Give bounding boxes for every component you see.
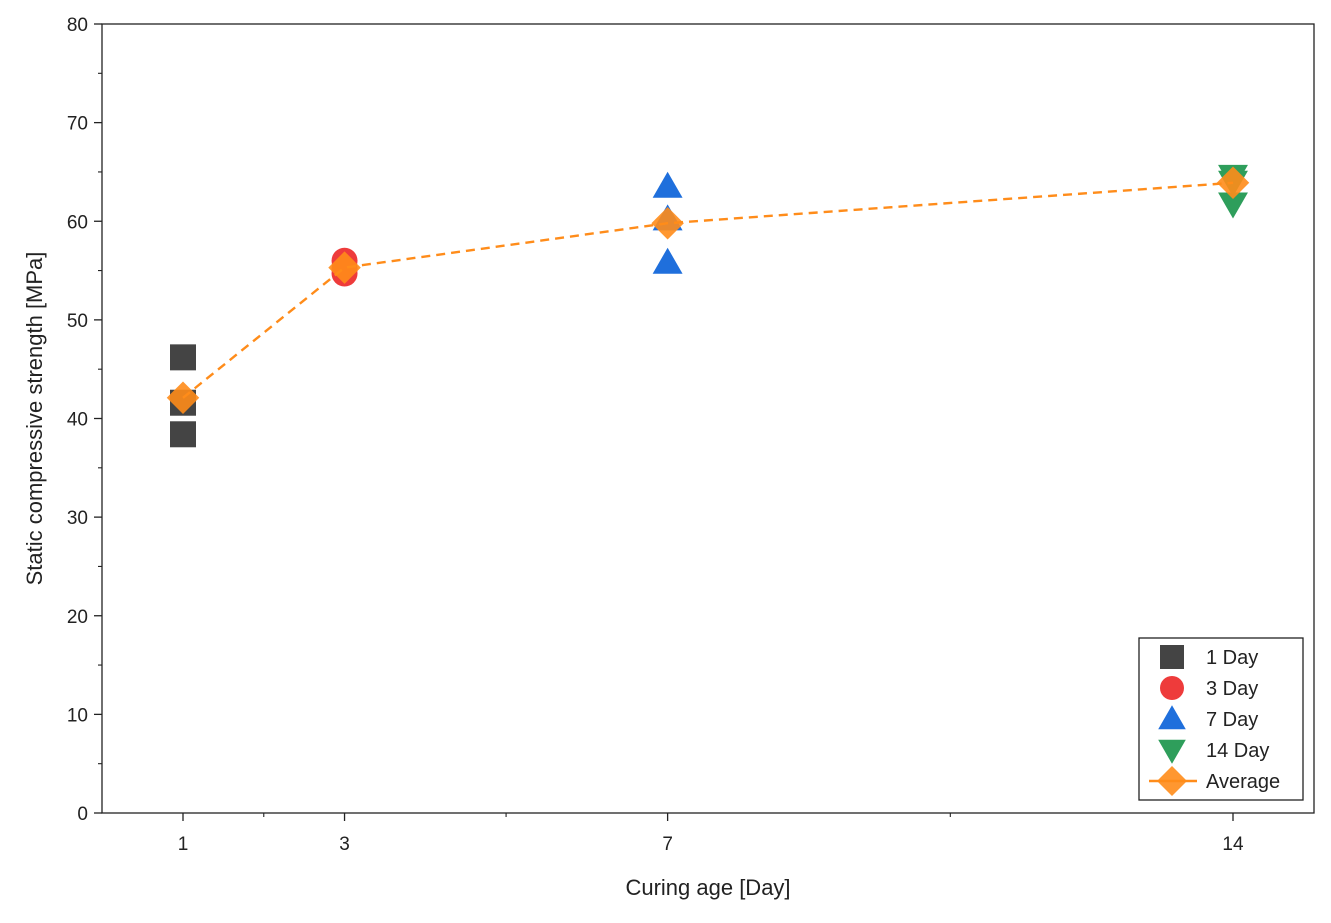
- legend-label: 1 Day: [1206, 647, 1258, 669]
- legend-marker: [1160, 645, 1184, 669]
- legend-item: 3 Day: [1160, 676, 1258, 700]
- data-point: [328, 251, 361, 284]
- legend-item: 1 Day: [1160, 645, 1258, 669]
- legend-label: 3 Day: [1206, 678, 1258, 700]
- y-tick-label: 70: [67, 114, 88, 135]
- data-point: [170, 344, 196, 371]
- y-tick-label: 30: [67, 508, 88, 529]
- legend-item: 7 Day: [1158, 705, 1258, 731]
- axes: 0 10 20 30 40 50 60 70 80 1 3 7 14: [67, 15, 1244, 855]
- legend-marker: [1158, 705, 1186, 730]
- y-tick-label: 20: [67, 607, 88, 628]
- legend-marker: [1160, 676, 1184, 700]
- data-point: [1218, 192, 1248, 219]
- legend-item: 14 Day: [1158, 739, 1269, 764]
- data-point: [651, 206, 684, 240]
- plot-frame: [101, 23, 1315, 814]
- x-axis-title: Curing age [Day]: [625, 875, 790, 900]
- x-tick-label: 3: [339, 834, 350, 855]
- legend-marker: [1158, 739, 1186, 764]
- y-tick-label: 80: [67, 15, 88, 36]
- legend-label: 7 Day: [1206, 709, 1258, 731]
- y-tick-label: 50: [67, 311, 88, 332]
- data-point: [170, 421, 196, 448]
- data-point: [652, 247, 683, 274]
- y-axis-title: Static compressive strength [MPa]: [22, 252, 47, 586]
- x-tick-label: 14: [1222, 834, 1244, 855]
- series-average: [166, 166, 1250, 415]
- y-tick-label: 40: [67, 410, 88, 431]
- data-marks: [166, 164, 1250, 448]
- legend-marker: [1157, 766, 1187, 796]
- data-point: [166, 381, 200, 415]
- y-tick-label: 60: [67, 212, 88, 233]
- x-tick-label: 7: [662, 834, 673, 855]
- y-tick-label: 0: [77, 804, 88, 825]
- legend-item: Average: [1149, 766, 1280, 796]
- legend-label: 14 Day: [1206, 740, 1269, 762]
- series-line: [182, 181, 1234, 399]
- data-point: [1216, 166, 1250, 200]
- legend-label: Average: [1206, 771, 1280, 793]
- y-tick-label: 10: [67, 705, 88, 726]
- plot-border: [101, 23, 1315, 814]
- legend: 1 Day 3 Day 7 Day 14 Day Average: [1138, 637, 1304, 801]
- x-tick-label: 1: [178, 834, 189, 855]
- data-point: [652, 171, 683, 198]
